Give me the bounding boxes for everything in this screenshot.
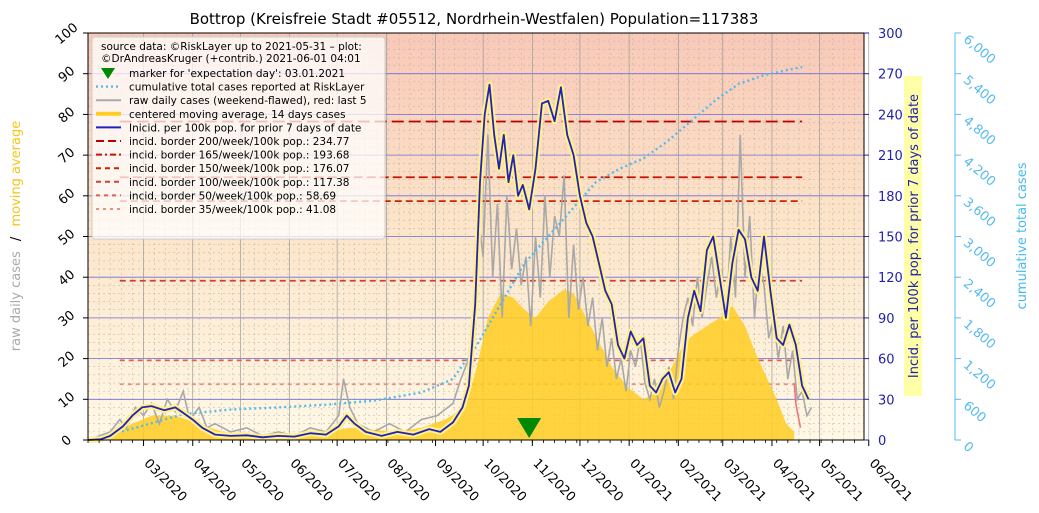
right-axis: 0 30 60 90 120 150 180 210 240 270 300 bbox=[864, 27, 903, 449]
left-tick-label: 80 bbox=[56, 104, 78, 126]
left-tick-label: 50 bbox=[56, 227, 78, 249]
right-tick-label: 180 bbox=[878, 190, 903, 205]
right-tick-label: 60 bbox=[878, 353, 895, 368]
raw-last5-line bbox=[793, 382, 802, 428]
left-tick-label: 40 bbox=[56, 267, 78, 289]
legend-entry-label: incid. border 165/week/100k pop.: 193.68 bbox=[129, 150, 349, 162]
left-axis-label: raw daily cases / moving average bbox=[9, 121, 24, 351]
right-tick-label: 270 bbox=[878, 68, 903, 83]
ylabel-incidence: Incid. per 100k pop. for prior 7 days of… bbox=[907, 94, 922, 378]
x-tick-label: 04/2021 bbox=[769, 456, 818, 505]
x-tick-label: 06/2020 bbox=[287, 456, 336, 505]
expectation-day-marker bbox=[517, 418, 542, 438]
far-right-tick-label: 6,000 bbox=[960, 32, 998, 67]
x-tick-label: 10/2020 bbox=[480, 456, 529, 505]
data-series bbox=[87, 65, 813, 443]
far-right-tick-label: 600 bbox=[960, 399, 989, 426]
far-right-tick-label: 3,000 bbox=[960, 236, 998, 271]
left-tick-label: 90 bbox=[56, 64, 78, 86]
x-tick-label: 03/2020 bbox=[141, 456, 190, 505]
right-tick-label: 240 bbox=[878, 108, 903, 123]
legend-entry-label: Inicid. per 100k pop. for prior 7 days o… bbox=[129, 122, 361, 134]
svg-text:raw daily cases /: raw daily cases / moving average bbox=[9, 121, 24, 351]
legend-entry-label: raw daily cases (weekend-flawed), red: l… bbox=[129, 95, 367, 107]
right-tick-label: 90 bbox=[878, 312, 895, 327]
far-right-tick-label: 2,400 bbox=[960, 276, 998, 311]
legend-entry-label: marker for 'expectation day': 03.01.2021 bbox=[129, 68, 345, 80]
right-tick-label: 150 bbox=[878, 231, 903, 246]
far-right-tick-label: 1,200 bbox=[960, 358, 998, 393]
far-right-tick-label: 1,800 bbox=[960, 317, 998, 352]
right-tick-label: 120 bbox=[878, 271, 903, 286]
legend-source-line-1: source data: ©RiskLayer up to 2021-05-31… bbox=[101, 41, 362, 53]
left-tick-label: 70 bbox=[56, 145, 78, 167]
ylabel-cumulative: cumulative total cases bbox=[1015, 162, 1030, 309]
left-tick-label: 30 bbox=[56, 308, 78, 330]
x-tick-label: 03/2021 bbox=[720, 456, 769, 505]
legend-entry-label: centered moving average, 14 days cases bbox=[129, 109, 346, 121]
right-tick-label: 30 bbox=[878, 393, 895, 408]
far-right-tick-label: 3,600 bbox=[960, 195, 998, 230]
legend-swatch-marker bbox=[101, 68, 115, 79]
x-tick-label: 11/2020 bbox=[530, 456, 579, 505]
far-right-tick-label: 5,400 bbox=[960, 73, 998, 108]
legend-entry-label: cumulative total cases reported at RiskL… bbox=[129, 82, 365, 94]
x-tick-label: 06/2021 bbox=[866, 456, 915, 505]
chart-title: Bottrop (Kreisfreie Stadt #05512, Nordrh… bbox=[190, 10, 759, 28]
ylabel-moving-average: moving average bbox=[9, 121, 24, 227]
left-tick-label: 60 bbox=[56, 186, 78, 208]
ylabel-raw: raw daily cases bbox=[9, 251, 24, 351]
incidence-line bbox=[87, 83, 810, 441]
right-tick-label: 210 bbox=[878, 149, 903, 164]
legend-source-line-2: ©DrAndreasKruger (+contrib.) 2021-06-01 … bbox=[101, 53, 361, 65]
x-tick-label: 09/2020 bbox=[433, 456, 482, 505]
x-tick-label: 05/2021 bbox=[817, 456, 866, 505]
left-axis: 0 10 20 30 40 50 60 70 80 90 100 bbox=[53, 20, 88, 450]
x-tick-label: 08/2020 bbox=[384, 456, 433, 505]
x-tick-label: 02/2021 bbox=[676, 456, 725, 505]
left-tick-label: 100 bbox=[53, 20, 82, 47]
right-axis-label: Incid. per 100k pop. for prior 7 days of… bbox=[904, 76, 922, 396]
far-right-tick-label: 0 bbox=[960, 439, 976, 456]
legend-entry-label: incid. border 50/week/100k pop.: 58.69 bbox=[129, 190, 336, 202]
x-tick-label: 05/2020 bbox=[238, 456, 287, 505]
far-right-tick-label: 4,800 bbox=[960, 114, 998, 149]
left-tick-label: 0 bbox=[59, 433, 75, 450]
far-right-axis: 0 600 1,200 1,800 2,400 3,000 3,600 4,200 4,800 5… bbox=[954, 32, 998, 456]
legend-entry-label: incid. border 150/week/100k pop.: 176.07 bbox=[129, 163, 349, 175]
x-tick-label: 04/2020 bbox=[190, 456, 239, 505]
legend-entry-label: incid. border 35/week/100k pop.: 41.08 bbox=[129, 204, 336, 216]
moving-average-area bbox=[88, 289, 795, 440]
left-tick-label: 10 bbox=[56, 389, 78, 411]
right-tick-label: 0 bbox=[878, 434, 886, 449]
right-tick-label: 300 bbox=[878, 27, 903, 42]
legend-entry-label: incid. border 200/week/100k pop.: 234.77 bbox=[129, 136, 349, 148]
legend-box bbox=[91, 36, 386, 240]
legend-entry-label: incid. border 100/week/100k pop.: 117.38 bbox=[129, 177, 349, 189]
x-tick-label: 07/2020 bbox=[334, 456, 383, 505]
ylabel-slash: / bbox=[9, 236, 24, 241]
x-tick-label: 01/2021 bbox=[626, 456, 675, 505]
left-tick-label: 20 bbox=[56, 349, 78, 371]
legend: source data: ©RiskLayer up to 2021-05-31… bbox=[91, 36, 386, 240]
far-right-axis-label: cumulative total cases bbox=[1015, 162, 1030, 309]
x-tick-label: 12/2020 bbox=[577, 456, 626, 505]
cumulative-line bbox=[87, 65, 803, 442]
far-right-tick-label: 4,200 bbox=[960, 154, 998, 189]
